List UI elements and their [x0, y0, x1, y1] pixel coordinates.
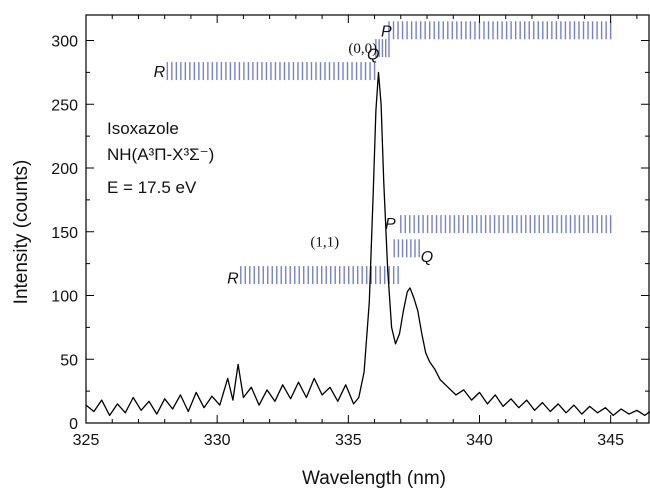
band-label: (1,1) [310, 235, 339, 251]
axes-layer: 325 330 335 340 345 0 50 100 150 200 250 300 [51, 14, 650, 449]
branch-label: R [227, 271, 239, 288]
y-tick-label: 100 [51, 289, 78, 306]
band-label: (0,0) [348, 41, 377, 57]
y-tick-label: 150 [51, 225, 78, 242]
branch-label: R [154, 64, 166, 81]
y-tick-label: 50 [60, 352, 78, 369]
x-tick-label: 330 [204, 432, 231, 449]
y-tick-label: 200 [51, 161, 78, 178]
annotation-molecule: Isoxazole [107, 119, 179, 138]
x-tick-label: 345 [597, 432, 624, 449]
y-axis-label: Intensity (counts) [11, 160, 32, 305]
branch-bar-p [400, 215, 612, 234]
branch-label: Q [421, 249, 433, 266]
y-tick-label: 0 [69, 416, 78, 433]
branch-label: P [385, 216, 396, 233]
branch-bar-r [240, 266, 399, 285]
y-tick-label: 300 [51, 34, 78, 51]
text-layer: Intensity (counts) Wavelength (nm) Isoxa… [11, 23, 446, 489]
spectrum-line [85, 71, 650, 417]
x-axis-label: Wavelength (nm) [302, 468, 446, 489]
branch-bars-layer [166, 21, 612, 285]
annotation-transition: NH(A³Π-X³Σ⁻) [107, 145, 214, 164]
branch-bar-q [393, 239, 420, 258]
y-tick-label: 250 [51, 97, 78, 114]
branch-label: P [381, 23, 392, 40]
series-layer [85, 71, 650, 417]
x-tick-label: 340 [466, 432, 493, 449]
x-tick-label: 335 [335, 432, 362, 449]
branch-label: Q [367, 46, 379, 63]
branch-bar-r [166, 62, 376, 81]
branch-bar-p [388, 21, 612, 40]
x-tick-label: 325 [73, 432, 100, 449]
annotation-energy: E = 17.5 eV [107, 178, 197, 197]
plot-frame [85, 14, 650, 424]
branch-bar-q [375, 39, 390, 58]
